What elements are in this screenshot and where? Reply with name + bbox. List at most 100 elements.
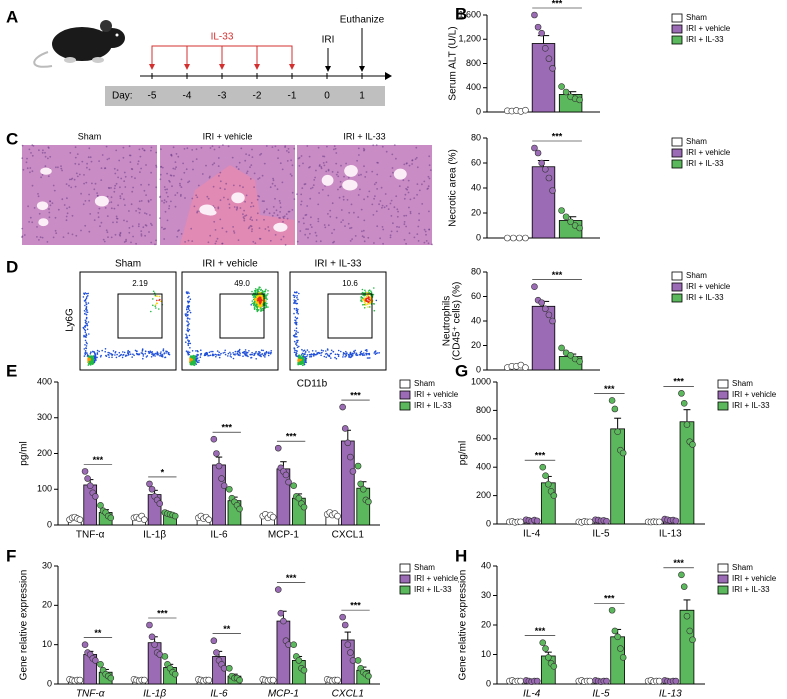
nucleus (41, 236, 44, 239)
nucleus (89, 156, 92, 159)
event (213, 354, 215, 356)
data-point (686, 627, 694, 635)
nucleus (409, 210, 412, 213)
event (187, 321, 189, 323)
nucleus (49, 204, 52, 207)
nucleus (249, 225, 252, 227)
event (295, 327, 298, 330)
nucleus (139, 171, 141, 174)
event (87, 357, 90, 359)
nucleus (161, 226, 163, 229)
nucleus (70, 178, 73, 181)
nucleus (333, 228, 336, 231)
nucleus (300, 203, 302, 206)
nucleus (124, 175, 127, 178)
legend-label: IRI + vehicle (414, 390, 459, 399)
nucleus (239, 184, 241, 187)
event (294, 319, 296, 322)
event (83, 328, 86, 331)
nucleus (66, 207, 68, 210)
nucleus (421, 183, 423, 186)
nucleus (423, 228, 426, 231)
nucleus (159, 173, 162, 176)
event (84, 353, 87, 356)
nucleus (55, 232, 58, 235)
event (184, 314, 187, 317)
event (253, 353, 256, 355)
event (196, 350, 199, 352)
nucleus (358, 154, 360, 156)
event (214, 353, 217, 356)
nucleus (179, 184, 182, 187)
event (255, 299, 257, 302)
nucleus (211, 163, 214, 166)
event (256, 292, 259, 294)
nucleus (130, 203, 133, 206)
vessel (38, 218, 49, 227)
event (365, 353, 368, 356)
nucleus (416, 183, 419, 186)
data-point (236, 505, 243, 513)
nucleus (37, 195, 40, 198)
nucleus (313, 179, 316, 181)
nucleus (274, 197, 276, 200)
event (195, 355, 198, 358)
x-tick-label: CXCL1 (332, 530, 365, 541)
event (337, 349, 340, 352)
nucleus (254, 242, 257, 245)
nucleus (159, 196, 161, 199)
panel-label: G (455, 361, 468, 380)
nucleus (125, 238, 127, 241)
nucleus (67, 232, 70, 235)
event (302, 350, 305, 352)
nucleus (396, 230, 399, 233)
bar (531, 43, 556, 113)
data-point (290, 482, 298, 489)
significance: *** (552, 270, 563, 280)
event (296, 311, 299, 313)
nucleus (142, 226, 145, 229)
nucleus (421, 203, 424, 205)
nucleus (322, 155, 324, 158)
data-point (545, 55, 553, 62)
nucleus (49, 155, 52, 158)
data-point (680, 399, 688, 407)
y-tick-label: 60 (471, 157, 481, 167)
legend-label: Sham (732, 379, 753, 388)
event (355, 352, 358, 355)
data-point (148, 633, 156, 641)
event (265, 288, 267, 291)
event (87, 364, 90, 366)
event (256, 295, 258, 298)
event (304, 356, 307, 358)
nucleus (374, 195, 376, 198)
nucleus (428, 210, 430, 213)
event (85, 306, 88, 308)
event (296, 344, 298, 347)
event (301, 352, 304, 355)
nucleus (155, 239, 157, 242)
event (263, 354, 265, 357)
event (92, 362, 94, 364)
nucleus (373, 242, 375, 244)
nucleus (135, 210, 138, 212)
y-tick-label: 20 (42, 600, 52, 610)
data-point (354, 462, 362, 470)
nucleus (360, 173, 362, 176)
event (325, 356, 328, 359)
nucleus (163, 201, 166, 204)
legend-swatch (717, 563, 729, 573)
nucleus (277, 149, 280, 152)
event (293, 347, 296, 349)
data-point (549, 317, 556, 325)
event (140, 352, 143, 354)
data-point (146, 480, 153, 488)
nucleus (335, 216, 338, 219)
nucleus (258, 227, 261, 230)
day-value: -1 (288, 91, 297, 102)
event (265, 350, 268, 353)
nucleus (155, 166, 158, 168)
nucleus (243, 217, 246, 220)
nucleus (387, 208, 390, 211)
